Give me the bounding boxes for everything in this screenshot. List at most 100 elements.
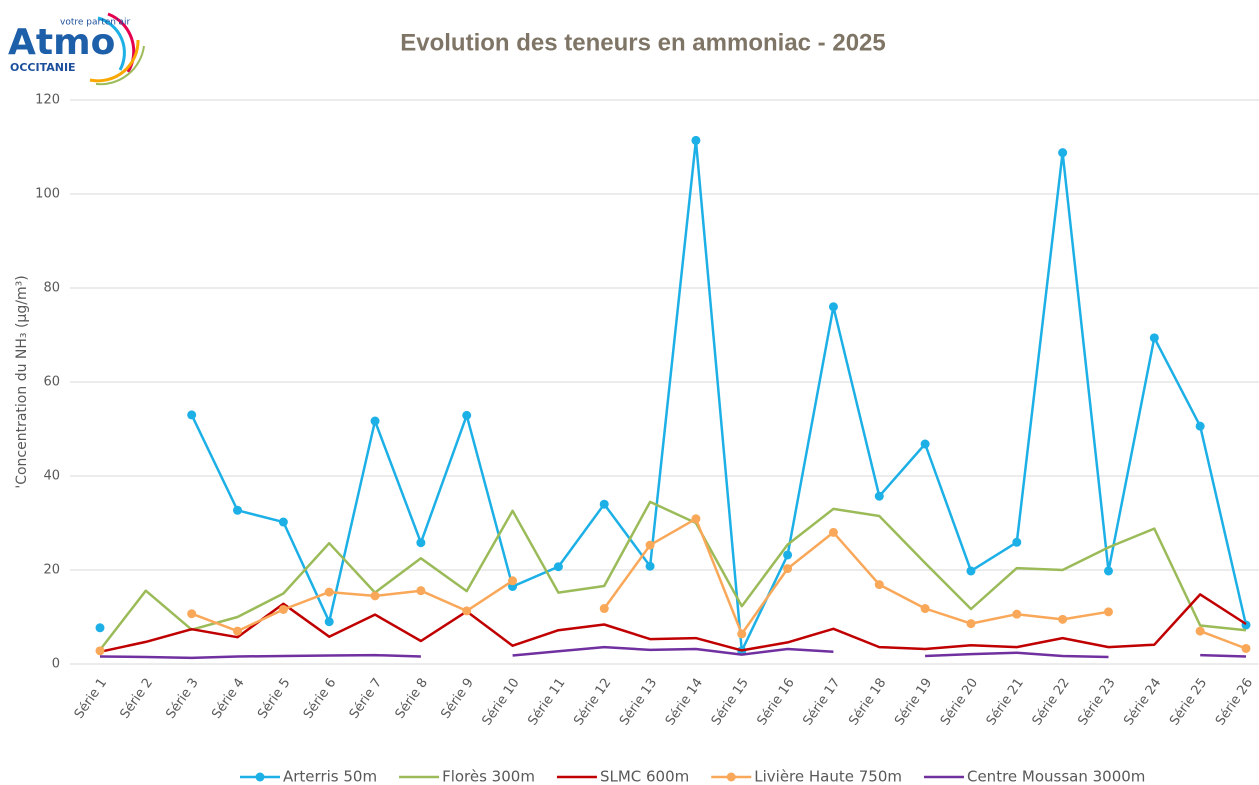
x-tick-label: Série 1 [72, 676, 110, 722]
point [370, 416, 380, 426]
point [1103, 566, 1113, 576]
point [508, 576, 518, 586]
x-tick-label: Série 16 [755, 676, 798, 729]
x-tick-label: Série 10 [480, 676, 523, 729]
logo-region: OCCITANIE [10, 61, 76, 74]
legend-label: Florès 300m [442, 768, 535, 785]
logo: votre parten'air Atmo OCCITANIE [8, 12, 145, 86]
point [233, 626, 243, 636]
point [1012, 537, 1022, 547]
chart-title: Evolution des teneurs en ammoniac - 2025 [400, 29, 885, 56]
point [1241, 643, 1251, 653]
point [1058, 614, 1068, 624]
point [462, 410, 472, 420]
x-tick-label: Série 25 [1167, 676, 1210, 729]
point [783, 564, 793, 574]
series-line [99, 500, 1247, 651]
point [187, 410, 197, 420]
point [966, 566, 976, 576]
point [370, 591, 380, 601]
point [233, 505, 243, 515]
point [1149, 333, 1159, 343]
point [645, 540, 655, 550]
x-tick-label: Série 3 [163, 676, 201, 722]
x-tick-label: Série 26 [1213, 676, 1256, 729]
logo-name: Atmo [8, 22, 115, 63]
point [416, 586, 426, 596]
point [645, 561, 655, 571]
x-tick-label: Série 6 [301, 676, 339, 722]
x-tick-label: Série 13 [617, 676, 660, 729]
legend-label: Livière Haute 750m [754, 768, 902, 785]
point [187, 609, 197, 619]
point [599, 499, 609, 509]
x-tick-label: Série 4 [209, 676, 247, 722]
x-tick-label: Série 22 [1030, 676, 1073, 729]
point [599, 604, 609, 614]
x-tick-label: Série 20 [938, 676, 981, 729]
point [95, 623, 105, 633]
logo-arc [89, 39, 140, 83]
point [737, 629, 747, 639]
x-tick-label: Série 5 [255, 676, 293, 722]
point [278, 604, 288, 614]
logo-arc [97, 16, 126, 71]
point [324, 617, 334, 627]
x-tick-label: Série 23 [1075, 676, 1118, 729]
point [691, 135, 701, 145]
logo-arc [95, 45, 145, 86]
x-tick-label: Série 12 [571, 676, 614, 729]
point [553, 562, 563, 572]
point [462, 606, 472, 616]
y-tick-label: 100 [35, 187, 60, 202]
point [1195, 421, 1205, 431]
point [1058, 148, 1068, 158]
point [1195, 626, 1205, 636]
point [920, 604, 930, 614]
x-tick-label: Série 17 [800, 676, 843, 729]
point [966, 619, 976, 629]
series-line [191, 517, 1247, 650]
series-line [99, 645, 1247, 660]
x-tick-label: Série 21 [984, 676, 1027, 729]
legend-marker [726, 772, 736, 782]
x-tick-label: Série 9 [438, 676, 476, 722]
point [95, 646, 105, 656]
point [1103, 607, 1113, 617]
y-tick-label: 80 [43, 281, 60, 296]
x-tick-label: Série 19 [892, 676, 935, 729]
point [324, 587, 334, 597]
x-tick-label: Série 11 [525, 676, 568, 729]
point [874, 491, 884, 501]
point [691, 514, 701, 524]
y-tick-label: 0 [52, 657, 60, 672]
x-tick-label: Série 15 [709, 676, 752, 729]
legend-label: SLMC 600m [600, 768, 689, 785]
x-tick-label: Série 14 [663, 676, 706, 729]
y-tick-label: 60 [43, 375, 60, 390]
legend-marker [255, 772, 265, 782]
point [1012, 609, 1022, 619]
legend-label: Centre Moussan 3000m [967, 768, 1145, 785]
legend-label: Arterris 50m [283, 768, 377, 785]
logo-tagline: votre parten'air [60, 18, 130, 28]
y-tick-label: 20 [43, 563, 60, 578]
point [416, 538, 426, 548]
x-tick-label: Série 8 [393, 676, 431, 722]
y-tick-label: 40 [43, 469, 60, 484]
point [783, 550, 793, 560]
point [828, 527, 838, 537]
series-line [190, 139, 1248, 653]
point [874, 580, 884, 590]
x-tick-label: Série 24 [1121, 676, 1164, 729]
x-tick-label: Série 18 [846, 676, 889, 729]
y-axis-label: 'Concentration du NH₃ (µg/m³) [14, 275, 30, 488]
x-tick-label: Série 7 [347, 676, 385, 722]
series-line [99, 593, 1247, 654]
x-tick-label: Série 2 [118, 676, 156, 722]
point [278, 517, 288, 527]
y-tick-label: 120 [35, 93, 60, 108]
point [828, 302, 838, 312]
point [920, 439, 930, 449]
